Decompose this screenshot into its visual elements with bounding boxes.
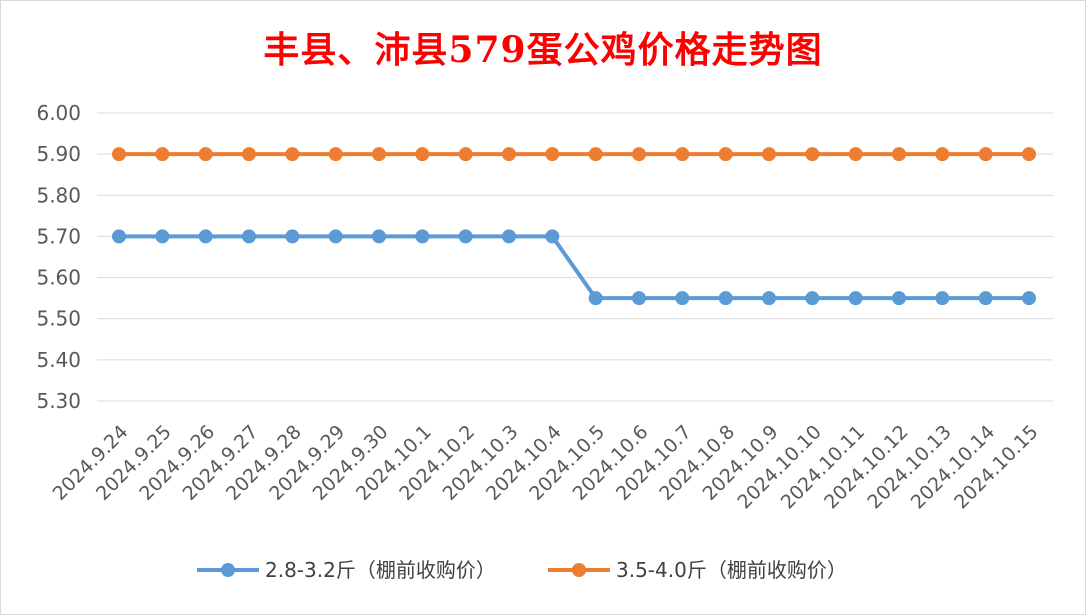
legend-label: 3.5-4.0斤（棚前收购价） <box>616 558 847 582</box>
data-point <box>502 147 516 162</box>
data-point <box>978 291 993 306</box>
y-tick-label: 5.80 <box>36 183 81 207</box>
data-point <box>978 147 993 162</box>
data-point <box>328 229 343 244</box>
data-point <box>112 147 126 162</box>
data-point <box>415 147 430 162</box>
y-tick-label: 5.70 <box>36 224 81 248</box>
data-point <box>285 229 300 244</box>
data-point <box>805 147 820 162</box>
data-point <box>935 147 950 162</box>
data-point <box>285 147 300 162</box>
data-point <box>502 229 516 244</box>
legend-marker <box>572 563 586 577</box>
y-tick-label: 6.00 <box>36 101 81 125</box>
data-point <box>762 291 776 306</box>
data-point <box>892 291 906 306</box>
y-tick-label: 5.50 <box>36 307 81 331</box>
data-point <box>848 147 863 162</box>
data-point <box>588 291 603 306</box>
data-point <box>458 147 473 162</box>
y-tick-label: 5.40 <box>36 348 81 372</box>
data-point <box>805 291 820 306</box>
y-tick-label: 5.60 <box>36 266 81 290</box>
data-point <box>155 229 170 244</box>
data-point <box>718 147 733 162</box>
data-point <box>242 229 256 244</box>
series-line-1 <box>119 234 1029 301</box>
data-point <box>155 147 170 162</box>
data-point <box>848 291 863 306</box>
legend-label: 2.8-3.2斤（棚前收购价） <box>265 558 496 582</box>
data-point <box>328 147 343 162</box>
data-point <box>242 147 256 162</box>
data-point <box>198 229 213 244</box>
data-point <box>675 291 690 306</box>
data-point <box>718 291 733 306</box>
data-point <box>372 229 386 244</box>
data-point <box>675 147 690 162</box>
y-tick-label: 5.30 <box>36 389 81 413</box>
data-point <box>372 147 386 162</box>
data-point <box>632 291 646 306</box>
data-point <box>632 147 646 162</box>
data-point <box>588 147 603 162</box>
data-point <box>892 147 906 162</box>
data-point <box>198 147 213 162</box>
data-point <box>762 147 776 162</box>
chart-title: 丰县、沛县579蛋公鸡价格走势图 <box>263 29 823 71</box>
y-tick-label: 5.90 <box>36 142 81 166</box>
data-point <box>545 147 560 162</box>
data-point <box>935 291 950 306</box>
data-point <box>458 229 473 244</box>
data-point <box>112 229 126 244</box>
data-point <box>1022 147 1036 162</box>
data-point <box>415 229 430 244</box>
legend-marker <box>221 563 235 577</box>
data-point <box>545 229 560 244</box>
data-point <box>1022 291 1036 306</box>
